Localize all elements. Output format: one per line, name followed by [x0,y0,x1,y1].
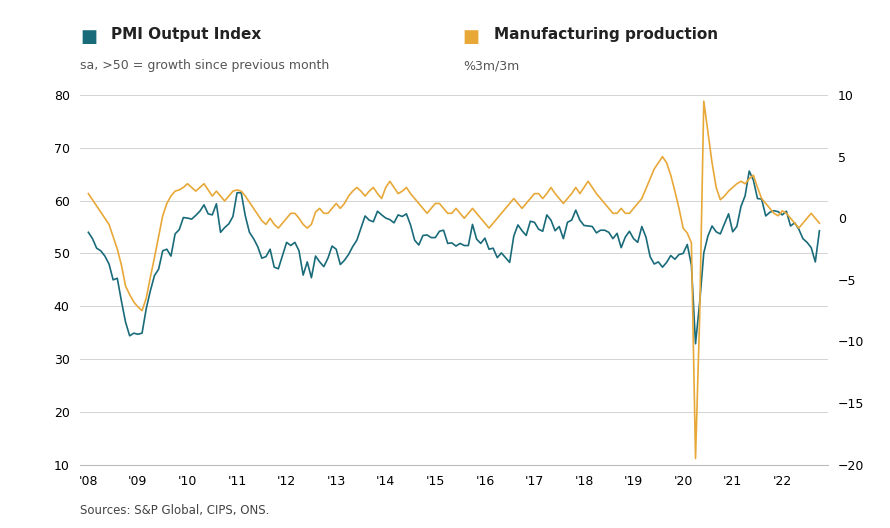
Text: ■: ■ [80,28,97,46]
Text: sa, >50 = growth since previous month: sa, >50 = growth since previous month [80,60,329,72]
Text: PMI Output Index: PMI Output Index [111,27,262,42]
Text: %3m/3m: %3m/3m [463,60,519,72]
Text: Manufacturing production: Manufacturing production [494,27,718,42]
Text: ■: ■ [463,28,480,46]
Text: Sources: S&P Global, CIPS, ONS.: Sources: S&P Global, CIPS, ONS. [80,504,270,517]
